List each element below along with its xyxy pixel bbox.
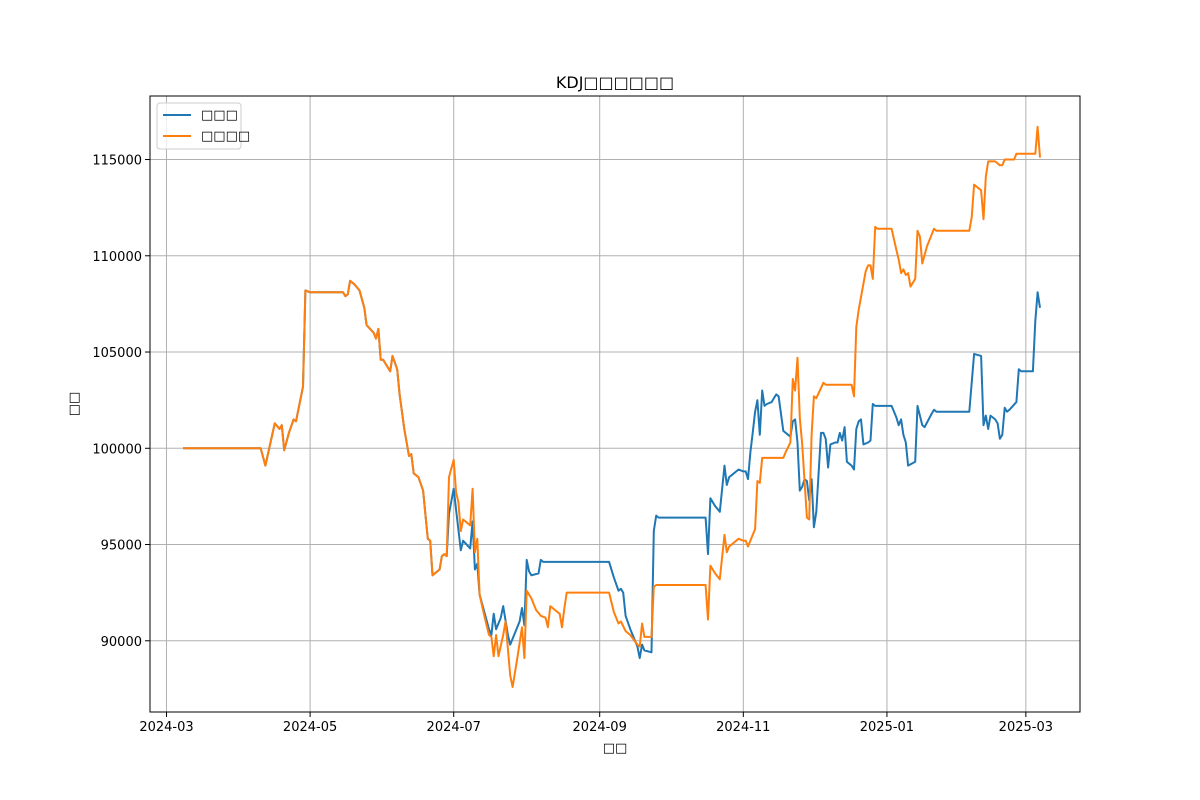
y-tick-label: 105000 bbox=[92, 346, 142, 361]
x-tick-label: 2025-03 bbox=[999, 720, 1053, 735]
y-tick-label: 100000 bbox=[92, 442, 142, 457]
y-axis: 90000 95000 100000 105000 110000 115000 bbox=[92, 154, 150, 650]
x-tick-label: 2024-11 bbox=[716, 720, 770, 735]
x-tick-label: 2024-03 bbox=[139, 720, 193, 735]
series-2-line bbox=[183, 125, 1041, 688]
x-tick-label: 2024-07 bbox=[427, 720, 481, 735]
x-axis: 2024-03 2024-05 2024-07 2024-09 2024-11 2025-… bbox=[139, 712, 1053, 735]
grid bbox=[150, 96, 1080, 712]
y-tick-label: 95000 bbox=[101, 539, 142, 554]
chart-title: KDJ□□□□□□ bbox=[556, 73, 674, 92]
plot-area-frame bbox=[149, 95, 1081, 713]
legend-label-series1: □□□ bbox=[201, 108, 238, 123]
x-tick-label: 2025-01 bbox=[860, 720, 914, 735]
x-axis-label: □□ bbox=[603, 741, 628, 756]
legend: □□□ □□□□ bbox=[156, 102, 250, 150]
x-tick-label: 2024-09 bbox=[573, 720, 627, 735]
y-tick-label: 115000 bbox=[92, 154, 142, 169]
y-axis-label: □□ bbox=[67, 392, 82, 417]
y-tick-label: 90000 bbox=[101, 635, 142, 650]
legend-label-series2: □□□□ bbox=[201, 129, 250, 144]
y-tick-label: 110000 bbox=[92, 250, 142, 265]
plot-lines bbox=[183, 125, 1041, 688]
x-tick-label: 2024-05 bbox=[283, 720, 337, 735]
